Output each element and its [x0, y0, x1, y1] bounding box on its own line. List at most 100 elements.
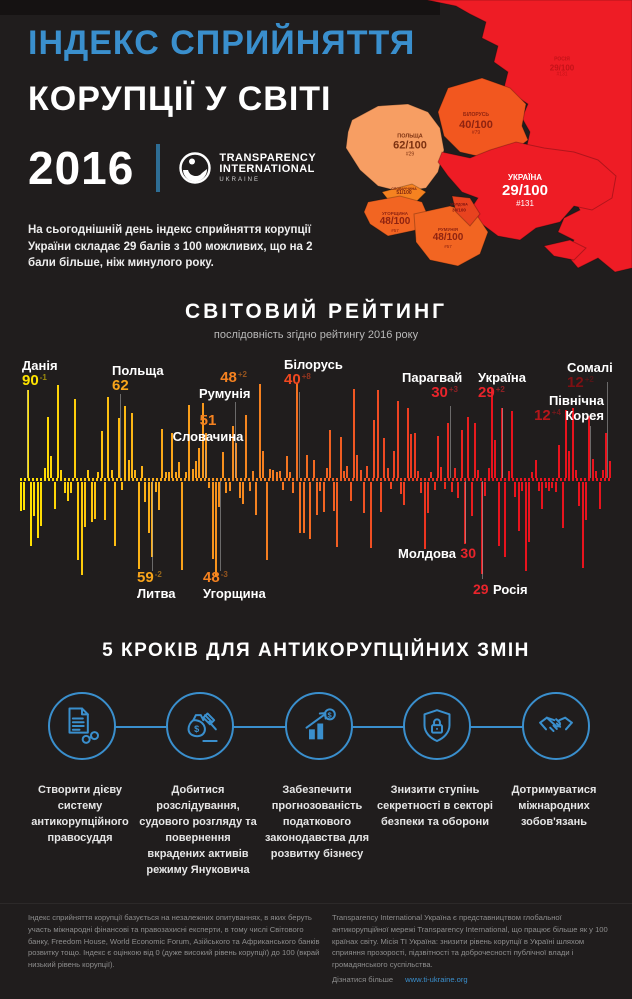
baseline-dash [496, 478, 498, 481]
baseline-dash [536, 478, 538, 481]
baseline-dash [196, 478, 198, 481]
chart-label-belarus: Білорусь 40+8 [284, 357, 343, 388]
chart-bar [544, 482, 547, 489]
chart-bar [588, 416, 591, 478]
baseline-dash [600, 478, 602, 481]
baseline-dash [64, 478, 66, 481]
baseline-dash [428, 478, 430, 481]
baseline-dash [68, 478, 70, 481]
chart-bar [514, 482, 517, 497]
chart-bar [329, 430, 332, 478]
baseline-dash [76, 478, 78, 481]
chart-bar [100, 431, 103, 478]
step-text-4: Знизити ступінь секретності в секторі бе… [377, 784, 493, 828]
baseline-dash [412, 478, 414, 481]
chart-bar [608, 460, 611, 478]
chart-bar [228, 482, 231, 491]
leader-line [220, 481, 221, 571]
transparency-international-logo: TRANSPARENCY INTERNATIONAL UKRAINE [178, 151, 316, 185]
baseline-dash [44, 478, 46, 481]
baseline-dash [320, 478, 322, 481]
chart-bar [443, 482, 446, 490]
baseline-dash [420, 478, 422, 481]
baseline-dash [228, 478, 230, 481]
chart-bar [258, 384, 261, 478]
ti-ukraine-link[interactable]: www.ti-ukraine.org [405, 974, 468, 984]
chart-bar [248, 482, 251, 492]
chart-bar [558, 444, 561, 478]
chart-bar [578, 482, 581, 506]
chart-bar [94, 482, 96, 519]
step-circle-5 [522, 692, 590, 760]
chart-bar [235, 442, 238, 478]
chart-bar [131, 413, 133, 478]
baseline-dash [356, 478, 358, 481]
page-title-line1: ІНДЕКС СПРИЙНЯТТЯ [28, 24, 416, 62]
chart-bar [252, 471, 255, 478]
baseline-dash [456, 478, 458, 481]
chart-bar [191, 469, 194, 478]
chart-bar [215, 482, 218, 577]
chart-bar [605, 433, 608, 478]
baseline-dash [516, 478, 518, 481]
chart-label-moldova: Молдова 30 [398, 545, 476, 561]
map-poland [345, 103, 445, 193]
baseline-dash [492, 478, 494, 481]
baseline-dash [508, 478, 510, 481]
map-moldova [451, 195, 481, 227]
chart-bar [63, 482, 66, 493]
baseline-dash [448, 478, 450, 481]
chart-bar [43, 468, 46, 478]
chart-bar [107, 397, 110, 478]
chart-bar [504, 482, 507, 558]
chart-label-hungary: 48-3 Угорщина [203, 569, 266, 601]
chart-bar [601, 469, 604, 478]
chart-bar [171, 432, 174, 478]
chart-bar [292, 482, 295, 494]
chart-bar [453, 468, 456, 478]
chart-bar [134, 469, 137, 478]
map-label-belarus: БІЛОРУСЬ 40/100 #79 [459, 111, 493, 137]
baseline-dash [264, 478, 266, 481]
steps-section-title: 5 КРОКІВ ДЛЯ АНТИКОРУПЦІЙНИХ ЗМІН [102, 640, 530, 661]
chart-bar [80, 482, 83, 575]
leader-line [450, 406, 451, 478]
leader-line [590, 426, 591, 478]
baseline-dash [60, 478, 62, 481]
baseline-dash [236, 478, 238, 481]
chart-bar [137, 482, 140, 570]
svg-text:$: $ [328, 710, 333, 719]
chart-bar [211, 482, 214, 559]
chart-bar [272, 469, 275, 478]
baseline-dash [136, 478, 138, 481]
baseline-dash [84, 478, 86, 481]
chart-bar [57, 385, 59, 478]
chart-bar [302, 482, 305, 533]
chart-bar [127, 459, 130, 478]
chart-bar [353, 389, 355, 478]
chart-bar [430, 472, 433, 478]
baseline-dash [476, 478, 478, 481]
baseline-dash [292, 478, 294, 481]
footer-right-block: Transparency International Україна є пре… [332, 912, 612, 986]
chart-bar [379, 482, 382, 513]
chart-bar [538, 482, 540, 491]
baseline-dash [584, 478, 586, 481]
baseline-dash [276, 478, 278, 481]
chart-bar [275, 471, 278, 478]
chart-bar [36, 482, 39, 539]
baseline-dash [128, 478, 130, 481]
chart-bar [527, 482, 530, 542]
chart-bar [242, 482, 244, 505]
baseline-dash [552, 478, 554, 481]
chart-bar [218, 482, 221, 507]
baseline-dash [436, 478, 438, 481]
chart-bar [97, 471, 100, 478]
baseline-dash [52, 478, 54, 481]
baseline-dash [268, 478, 270, 481]
chart-bar [373, 420, 376, 478]
chart-label-russia: 29 Росія [473, 581, 528, 597]
chart-label-lithuania: 59-2 Литва [137, 569, 176, 601]
baseline-dash [400, 478, 402, 481]
chart-bar [168, 471, 170, 478]
